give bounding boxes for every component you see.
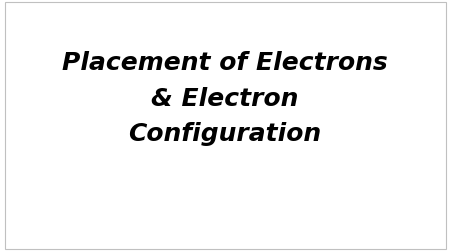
Text: Configuration: Configuration (128, 122, 322, 145)
Text: & Electron: & Electron (151, 86, 299, 110)
Text: Placement of Electrons: Placement of Electrons (62, 51, 388, 75)
